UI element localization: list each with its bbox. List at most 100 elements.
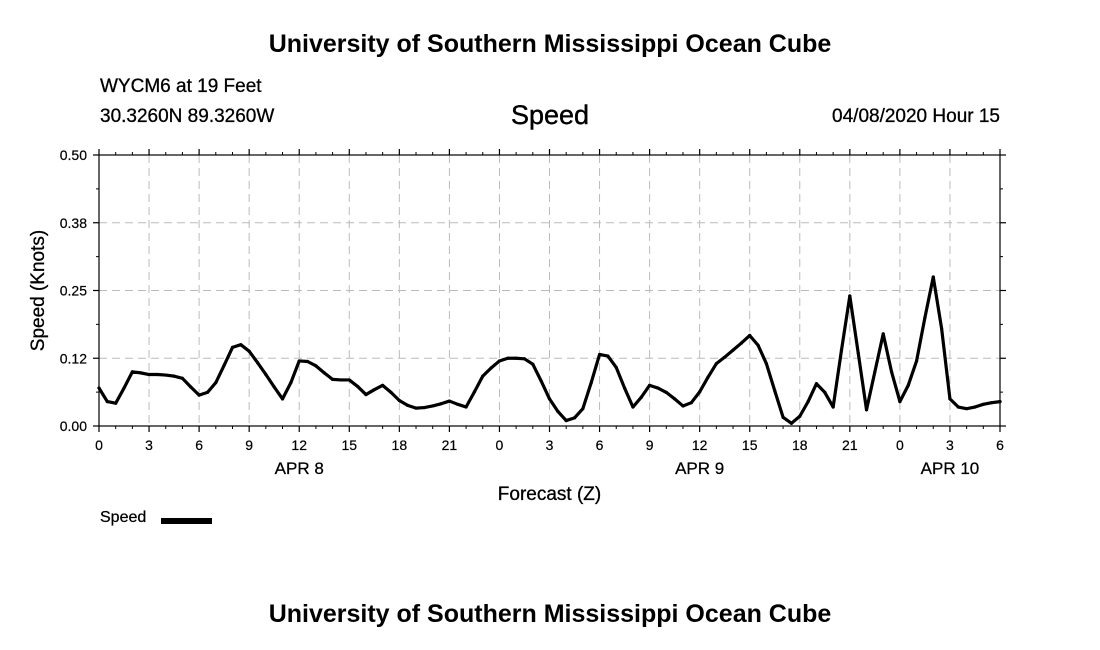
data-point [806,400,810,404]
data-point [864,408,869,412]
y-tick-label: 0.12 [60,350,87,366]
data-point [406,403,410,408]
data-point [956,405,960,409]
data-point [764,362,769,366]
data-point [105,400,109,404]
y-tick-label: 0.00 [60,418,87,434]
data-point [597,352,602,357]
data-point [197,393,201,397]
x-tick-label: 12 [692,437,708,453]
data-point [648,383,652,387]
date-label: APR 8 [275,459,324,478]
data-point [539,379,543,383]
coordinates-label: 30.3260N 89.3260W [100,106,275,127]
x-tick-label: 6 [195,437,203,453]
data-point [139,371,143,375]
data-point [606,354,610,358]
data-point [664,390,668,394]
date-label: APR 10 [921,459,980,478]
data-point [981,402,985,406]
data-point [948,397,952,401]
data-point [614,365,618,370]
x-tick-label: 21 [842,437,858,453]
data-point [748,333,752,338]
data-point [114,401,118,405]
data-point [990,401,994,405]
data-point [172,374,176,378]
data-point [773,389,777,393]
data-point [839,348,844,352]
data-point [873,370,877,374]
data-point [414,406,418,410]
data-point [439,402,443,406]
x-tick-label: 15 [742,437,758,453]
forecast-datetime: 04/08/2020 Hour 15 [832,106,1000,127]
data-point [589,381,593,385]
data-point [130,370,134,374]
data-point [239,343,243,347]
chart-title-top: University of Southern Mississippi Ocean… [268,30,832,58]
data-point [489,366,493,370]
data-point [723,355,727,359]
data-point [272,385,276,389]
data-point [581,407,585,411]
x-tick-label: 15 [341,437,357,453]
data-point [564,418,568,423]
x-tick-label: 3 [145,437,153,453]
data-point [147,372,151,377]
data-point [247,349,251,353]
legend-swatch [161,518,212,524]
data-point [381,383,385,387]
data-point [681,404,685,408]
data-point [631,405,635,409]
data-point [155,372,159,377]
data-point [422,405,426,410]
x-tick-label: 6 [596,437,604,453]
data-point [230,345,235,350]
data-point [739,341,743,345]
data-point [397,398,401,403]
data-point [122,386,126,390]
data-point [689,401,693,405]
chart-title-bottom: University of Southern Mississippi Ocean… [268,600,832,628]
data-point [214,381,218,385]
data-point [706,375,710,379]
x-tick-label: 12 [291,437,307,453]
legend-label: Speed [100,509,147,526]
data-point [356,384,360,389]
data-point [222,363,226,367]
data-point [714,362,718,366]
data-point [180,376,185,380]
data-point [205,390,210,394]
x-tick-label: 0 [95,437,103,453]
data-point [322,371,326,375]
variable-title: Speed [510,100,590,130]
data-point [330,377,335,381]
data-point [189,385,193,389]
data-point [481,374,485,378]
data-point [731,348,735,352]
data-point [431,404,435,408]
data-point [823,390,827,394]
data-point [447,399,451,403]
x-tick-label: 3 [546,437,554,453]
x-tick-label: 0 [496,437,504,453]
data-point [289,381,293,385]
data-point [531,362,535,366]
data-point [364,392,368,397]
data-point [97,386,101,390]
data-point [965,407,969,411]
data-point [389,390,393,394]
x-tick-label: 9 [245,437,253,453]
data-point [297,359,301,363]
data-point [656,386,660,390]
data-point [698,390,702,394]
data-point [914,359,919,363]
data-point [931,275,935,279]
data-point [456,402,460,406]
data-point [280,397,285,401]
data-point [556,409,560,413]
date-label: APR 9 [675,459,724,478]
data-point [789,421,794,425]
